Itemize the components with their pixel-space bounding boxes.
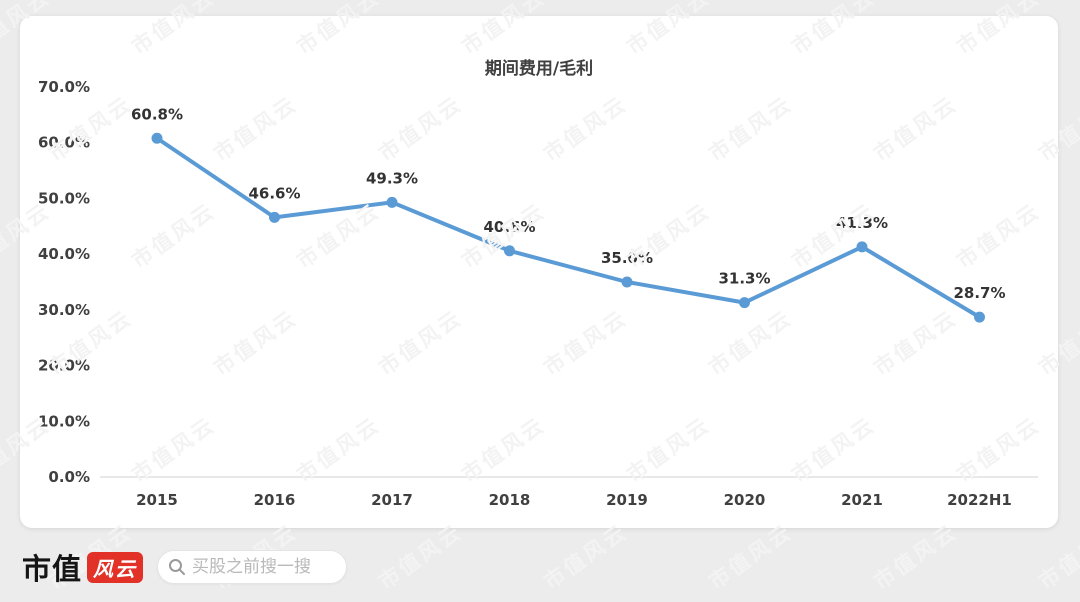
search-input[interactable] [192,557,343,577]
data-point-marker [856,241,868,253]
y-axis-tick-label: 20.0% [38,357,90,375]
x-axis-tick-label: 2020 [724,491,766,509]
y-axis-tick-label: 0.0% [48,468,90,486]
data-point-label: 31.3% [718,270,770,288]
search-icon [169,559,186,575]
brand-logo-text: 市值 [22,552,83,586]
data-point-marker [974,311,985,323]
data-point-label: 60.8% [131,105,183,123]
data-point-marker [151,132,163,144]
watermark-text: 市值风云 [869,519,962,595]
data-point-label: 46.6% [248,184,300,202]
brand-logo: 市值 风云 [22,546,144,588]
data-point-marker [269,211,280,223]
x-axis-tick-label: 2016 [254,491,296,509]
search-box[interactable] [157,550,348,584]
brand-logo-badge: 风云 [87,551,144,583]
y-axis-tick-label: 30.0% [38,301,90,319]
x-axis-tick-label: 2021 [841,491,883,509]
data-point-marker [386,196,398,208]
data-point-label: 49.3% [366,169,418,187]
x-axis-tick-label: 2015 [136,491,178,509]
chart-title: 期间费用/毛利 [484,59,594,79]
watermark-text: 市值风云 [1034,519,1080,595]
y-axis-tick-label: 10.0% [38,412,90,430]
x-axis-tick-label: 2018 [489,491,531,509]
y-axis-tick-label: 60.0% [38,134,90,152]
data-point-label: 41.3% [836,214,888,232]
y-axis-tick-label: 70.0% [38,78,90,96]
y-axis-tick-label: 50.0% [38,189,90,207]
line-chart: 70.0% 60.0% 50.0% 40.0% 30.0% 20.0% 10.0% 0.0% 2… [38,78,1038,509]
x-axis-tick-label: 2019 [606,491,648,509]
x-axis-tick-label: 2017 [371,491,413,509]
data-point-label: 40.6% [483,218,535,236]
x-axis-tick-label: 2022H1 [947,491,1012,509]
data-point-label: 35.0% [601,249,653,267]
y-axis-tick-label: 40.0% [38,245,90,263]
data-point-label: 28.7% [953,284,1005,302]
chart-card: 期间费用/毛利 70.0% 60.0% 50.0% 40.0% 30.0% 20.0% 10… [20,16,1058,528]
data-point-marker [739,297,750,309]
data-point-marker [504,245,515,257]
footer-bar: 市值 风云 [22,546,348,588]
data-point-marker [621,276,633,288]
watermark-text: 市值风云 [704,519,797,595]
watermark-text: 市值风云 [539,519,632,595]
series-line [155,136,982,320]
watermark-text: 市值风云 [374,519,467,595]
